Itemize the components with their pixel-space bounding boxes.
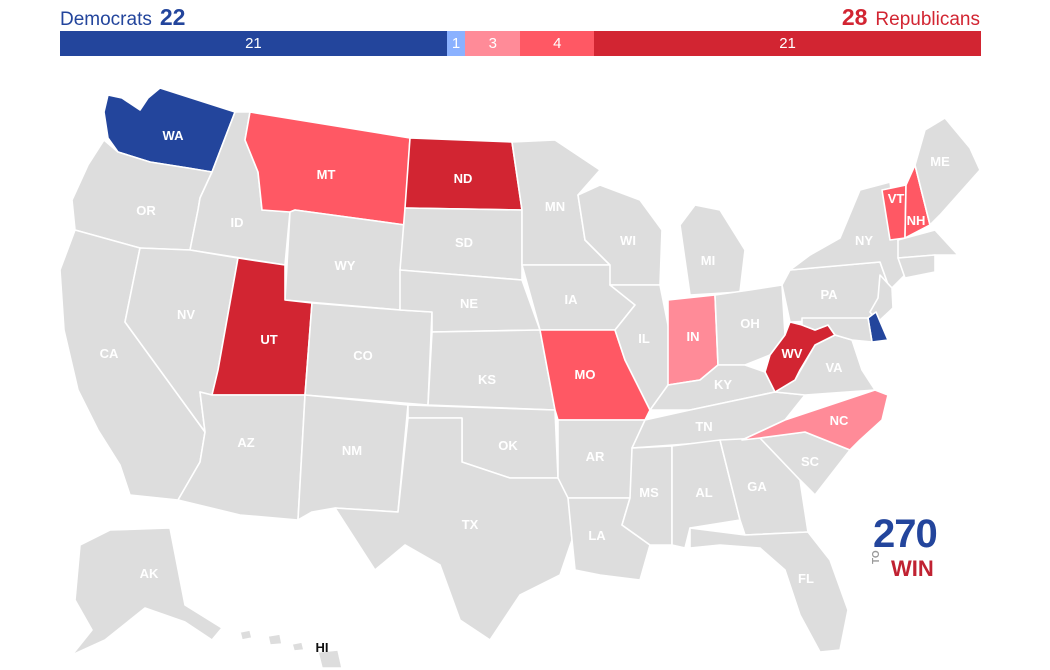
label-ar: AR: [586, 449, 605, 464]
seat-segment-lean-dem: 1: [446, 31, 466, 56]
seat-segment-tilt-rep: 3: [465, 31, 521, 56]
label-mi: MI: [701, 253, 715, 268]
democrats-header: Democrats 22: [60, 4, 185, 31]
label-nm: NM: [342, 443, 362, 458]
label-il: IL: [638, 331, 650, 346]
label-nv: NV: [177, 307, 195, 322]
hawaii-island-4: [317, 649, 343, 669]
state-fl[interactable]: [689, 527, 849, 653]
label-wa: WA: [163, 128, 185, 143]
label-ne: NE: [460, 296, 478, 311]
state-nc[interactable]: [741, 389, 889, 451]
logo-to: TO: [871, 550, 882, 564]
label-pa: PA: [820, 287, 838, 302]
label-ks: KS: [478, 372, 496, 387]
label-wv: WV: [782, 346, 803, 361]
label-nd: ND: [454, 171, 473, 186]
label-al: AL: [695, 485, 712, 500]
label-fl: FL: [798, 571, 814, 586]
label-tx: TX: [462, 517, 479, 532]
label-mo: MO: [575, 367, 596, 382]
label-mn: MN: [545, 199, 565, 214]
seat-balance-bar: 21 1 3 4 21: [60, 31, 981, 56]
label-ga: GA: [747, 479, 767, 494]
seat-segment-lean-rep: 4: [520, 31, 595, 56]
state-mi[interactable]: [679, 204, 746, 296]
label-ny: NY: [855, 233, 873, 248]
label-ca: CA: [100, 346, 119, 361]
hawaii-island-1: [239, 629, 253, 641]
hawaii-island-3: [291, 641, 305, 652]
label-mt: MT: [317, 167, 336, 182]
label-az: AZ: [237, 435, 254, 450]
state-ct[interactable]: [897, 254, 936, 279]
label-in: IN: [687, 329, 700, 344]
seat-segment-safe-dem: 21: [60, 31, 447, 56]
label-sc: SC: [801, 454, 820, 469]
state-ak[interactable]: [71, 527, 223, 656]
label-la: LA: [588, 528, 606, 543]
label-vt: VT: [888, 191, 905, 206]
democrats-total: 22: [159, 4, 186, 30]
democrats-label: Democrats: [60, 9, 152, 30]
state-me[interactable]: [914, 117, 981, 226]
label-oh: OH: [740, 316, 760, 331]
label-hi: HI: [316, 640, 329, 655]
label-ok: OK: [498, 438, 518, 453]
label-ut: UT: [260, 332, 277, 347]
republicans-header: 28 Republicans: [842, 4, 980, 31]
label-wi: WI: [620, 233, 636, 248]
label-ky: KY: [714, 377, 732, 392]
label-co: CO: [353, 348, 373, 363]
label-ia: IA: [565, 292, 579, 307]
label-va: VA: [825, 360, 843, 375]
label-tn: TN: [695, 419, 712, 434]
state-hi[interactable]: [239, 629, 343, 669]
hawaii-island-2: [267, 633, 283, 646]
label-nc: NC: [830, 413, 849, 428]
state-tx[interactable]: [334, 417, 573, 641]
label-wy: WY: [335, 258, 356, 273]
label-or: OR: [136, 203, 156, 218]
logo-win: WIN: [891, 556, 934, 581]
republicans-label: Republicans: [875, 9, 980, 30]
logo-270: 270: [873, 512, 938, 556]
label-nh: NH: [907, 213, 926, 228]
republicans-total: 28: [841, 4, 868, 30]
state-ks[interactable]: [427, 329, 556, 411]
state-ma[interactable]: [897, 229, 959, 259]
label-id: ID: [231, 215, 244, 230]
label-sd: SD: [455, 235, 473, 250]
state-md[interactable]: [801, 317, 873, 343]
270towin-logo[interactable]: 270 TO WIN: [871, 512, 943, 582]
label-ms: MS: [639, 485, 659, 500]
label-me: ME: [930, 154, 950, 169]
seat-segment-safe-rep: 21: [594, 31, 981, 56]
label-ak: AK: [140, 566, 159, 581]
